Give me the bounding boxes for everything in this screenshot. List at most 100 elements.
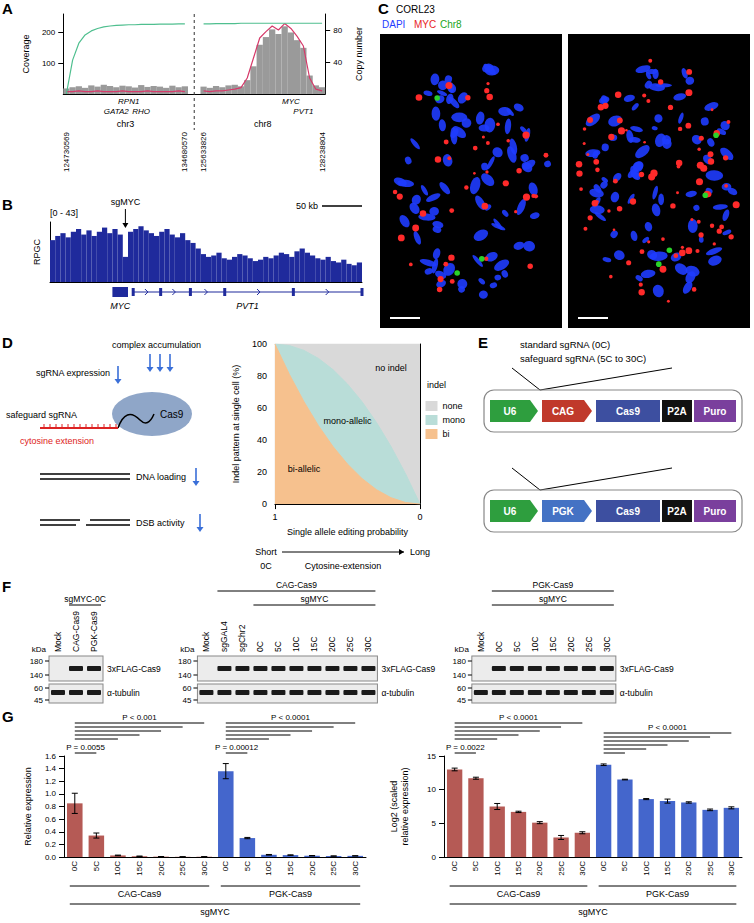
svg-text:bi: bi [442,429,449,439]
svg-text:10C: 10C [642,861,651,876]
svg-text:P < 0.001: P < 0.001 [122,713,157,722]
svg-text:PGK-Cas9: PGK-Cas9 [533,580,574,590]
svg-text:Mock: Mock [476,631,486,652]
svg-text:10C: 10C [113,861,122,876]
svg-text:25C: 25C [329,861,338,876]
svg-text:[0 - 43]: [0 - 43] [50,208,78,218]
svg-text:PGK: PGK [552,506,574,517]
svg-text:20C: 20C [535,861,544,876]
svg-text:40: 40 [333,58,342,67]
svg-text:1.2: 1.2 [45,777,57,786]
svg-text:80: 80 [257,371,267,381]
svg-text:128238804: 128238804 [318,131,327,172]
svg-text:30C: 30C [602,636,612,652]
svg-text:25C: 25C [345,636,355,652]
svg-text:sgMYC: sgMYC [111,197,141,207]
svg-text:1.4: 1.4 [45,764,57,773]
svg-text:kDa: kDa [32,645,47,654]
svg-text:kDa: kDa [455,645,470,654]
svg-text:PVT1: PVT1 [236,301,259,311]
svg-text:Mock: Mock [201,631,211,652]
svg-text:30C: 30C [578,861,587,876]
svg-text:5C: 5C [243,861,252,871]
svg-text:CAG-Cas9: CAG-Cas9 [71,611,81,652]
svg-text:10C: 10C [264,861,273,876]
svg-text:5C: 5C [273,641,283,652]
svg-text:Log2 (scaled: Log2 (scaled [389,781,399,833]
svg-text:DSB activity: DSB activity [136,518,185,528]
svg-text:sgMYC: sgMYC [200,907,230,917]
svg-text:Puro: Puro [704,406,727,417]
svg-text:chr3: chr3 [117,119,135,129]
svg-text:0.8: 0.8 [45,802,57,811]
svg-text:20C: 20C [684,861,693,876]
svg-text:P2A: P2A [667,406,686,417]
svg-text:GATA2: GATA2 [104,107,130,116]
svg-text:5: 5 [432,819,437,828]
svg-text:0: 0 [262,499,267,509]
svg-text:α-tubulin: α-tubulin [381,688,414,698]
svg-text:CAG-Cas9: CAG-Cas9 [497,889,541,899]
svg-text:P = 0.0022: P = 0.0022 [446,743,485,752]
svg-text:180: 180 [452,657,466,666]
svg-text:0C: 0C [450,861,459,871]
svg-text:3xFLAG-Cas9: 3xFLAG-Cas9 [620,664,674,674]
svg-text:sgRNA expression: sgRNA expression [36,368,110,378]
svg-text:20: 20 [257,467,267,477]
svg-text:140: 140 [452,671,466,680]
svg-text:15C: 15C [286,861,295,876]
svg-text:100: 100 [42,59,56,68]
svg-text:Cytosine-extension: Cytosine-extension [305,561,382,571]
svg-text:100: 100 [252,339,267,349]
svg-text:kDa: kDa [180,645,195,654]
svg-text:MYC: MYC [110,301,131,311]
svg-text:mono: mono [442,415,465,425]
svg-text:30C: 30C [200,861,209,876]
svg-text:Puro: Puro [704,506,727,517]
svg-text:45: 45 [457,696,466,705]
svg-text:1: 1 [272,512,277,522]
svg-text:10: 10 [427,785,436,794]
svg-text:15: 15 [427,752,436,761]
svg-text:60: 60 [257,403,267,413]
svg-text:45: 45 [183,696,192,705]
svg-text:0.2: 0.2 [45,840,57,849]
svg-text:RHO: RHO [132,107,150,116]
svg-text:Cas9: Cas9 [160,409,184,420]
svg-text:0.6: 0.6 [45,815,57,824]
svg-text:140: 140 [178,671,192,680]
svg-text:U6: U6 [504,506,517,517]
svg-text:mono-allelic: mono-allelic [323,416,372,426]
svg-text:0C: 0C [221,861,230,871]
svg-text:chr8: chr8 [254,119,272,129]
svg-text:Copy number: Copy number [354,27,364,81]
svg-text:0.4: 0.4 [45,827,57,836]
svg-text:sgChr2: sgChr2 [237,624,247,652]
svg-text:15C: 15C [514,861,523,876]
svg-text:RPN1: RPN1 [118,97,139,106]
svg-text:safeguard sgRNA (5C to 30C): safeguard sgRNA (5C to 30C) [520,353,646,364]
svg-text:cytosine extension: cytosine extension [20,436,94,446]
svg-text:PGK-Cas9: PGK-Cas9 [269,889,312,899]
svg-text:20C: 20C [327,636,337,652]
svg-text:60: 60 [34,684,43,693]
svg-text:20C: 20C [308,861,317,876]
svg-text:indel: indel [427,380,446,390]
svg-text:0: 0 [432,853,437,862]
svg-text:0C: 0C [260,561,272,571]
svg-text:30C: 30C [363,636,373,652]
svg-text:20C: 20C [157,861,166,876]
svg-text:complex accumulation: complex accumulation [112,340,201,350]
svg-text:PGK-Cas9: PGK-Cas9 [89,611,99,652]
svg-text:50 kb: 50 kb [296,201,318,211]
svg-text:CAG: CAG [552,406,574,417]
svg-text:20C: 20C [566,636,576,652]
svg-text:P = 0.00012: P = 0.00012 [215,743,259,752]
svg-text:P2A: P2A [667,506,686,517]
svg-text:60: 60 [457,684,466,693]
svg-text:CAG-Cas9: CAG-Cas9 [118,889,162,899]
svg-text:Long: Long [410,547,430,557]
svg-text:DNA loading: DNA loading [136,472,186,482]
svg-text:80: 80 [333,26,342,35]
svg-text:3xFLAG-Cas9: 3xFLAG-Cas9 [381,664,435,674]
